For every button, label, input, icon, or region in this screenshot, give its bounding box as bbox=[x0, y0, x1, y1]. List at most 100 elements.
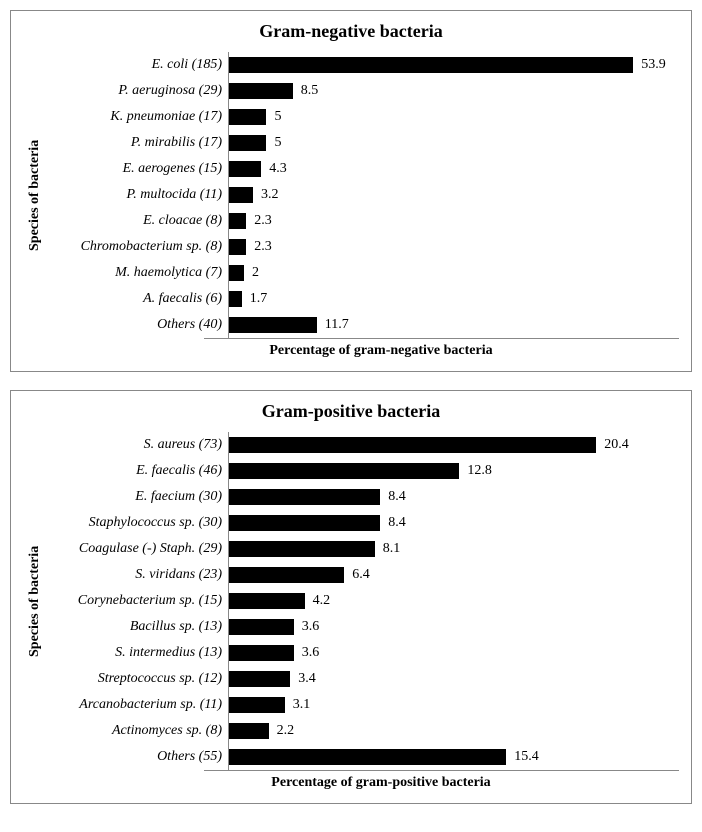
bar-row: Others (55)15.4 bbox=[47, 744, 679, 770]
bar-row: Chromobacterium sp. (8)2.3 bbox=[47, 234, 679, 260]
bar-area: 3.6 bbox=[228, 614, 679, 640]
bar-row: K. pneumoniae (17) 5 bbox=[47, 104, 679, 130]
value-label: 5 bbox=[274, 135, 281, 151]
bar bbox=[229, 291, 242, 307]
category-label: E. coli (185) bbox=[47, 57, 228, 73]
category-label: Corynebacterium sp. (15) bbox=[47, 593, 228, 609]
bar-row: M. haemolytica (7) 2 bbox=[47, 260, 679, 286]
bar bbox=[229, 515, 380, 531]
bar-area: 2.3 bbox=[228, 208, 679, 234]
bar-area: 20.4 bbox=[228, 432, 679, 458]
bar-area: 3.4 bbox=[228, 666, 679, 692]
category-label: E. cloacae (8) bbox=[47, 213, 228, 229]
x-axis-label: Percentage of gram-negative bacteria bbox=[83, 343, 679, 359]
category-label: E. aerogenes (15) bbox=[47, 161, 228, 177]
chart-body: Species of bacteriaS. aureus (73)20.4E. … bbox=[23, 432, 679, 770]
bar bbox=[229, 187, 253, 203]
value-label: 3.6 bbox=[302, 645, 320, 661]
bar-row: E. coli (185)53.9 bbox=[47, 52, 679, 78]
bar-row: S. aureus (73) 20.4 bbox=[47, 432, 679, 458]
category-label: Streptococcus sp. (12) bbox=[47, 671, 228, 687]
bar-row: S. viridans (23)6.4 bbox=[47, 562, 679, 588]
category-label: S. aureus (73) bbox=[47, 437, 228, 453]
category-label: Others (40) bbox=[47, 317, 228, 333]
chart-title: Gram-negative bacteria bbox=[23, 21, 679, 42]
category-label: Arcanobacterium sp. (11) bbox=[47, 697, 228, 713]
bar bbox=[229, 57, 633, 73]
value-label: 8.1 bbox=[383, 541, 401, 557]
bar-area: 1.7 bbox=[228, 286, 679, 312]
value-label: 4.2 bbox=[313, 593, 331, 609]
chart-panel-1: Gram-positive bacteriaSpecies of bacteri… bbox=[10, 390, 692, 804]
bar bbox=[229, 645, 294, 661]
bar-area: 5 bbox=[228, 130, 679, 156]
bar-area: 4.3 bbox=[228, 156, 679, 182]
value-label: 5 bbox=[274, 109, 281, 125]
value-label: 3.2 bbox=[261, 187, 279, 203]
bar bbox=[229, 239, 246, 255]
category-label: S. intermedius (13) bbox=[47, 645, 228, 661]
charts-container: Gram-negative bacteria Species of bacteri… bbox=[10, 10, 692, 804]
bar-row: P. aeruginosa (29)8.5 bbox=[47, 78, 679, 104]
bar bbox=[229, 723, 269, 739]
x-axis-label: Percentage of gram-positive bacteria bbox=[83, 775, 679, 791]
bar bbox=[229, 317, 317, 333]
bar bbox=[229, 265, 244, 281]
value-label: 8.4 bbox=[388, 489, 406, 505]
bar bbox=[229, 161, 261, 177]
chart-body: Species of bacteriaE. coli (185)53.9P. a… bbox=[23, 52, 679, 338]
bar-area: 3.2 bbox=[228, 182, 679, 208]
bar bbox=[229, 593, 305, 609]
category-label: A. faecalis (6) bbox=[47, 291, 228, 307]
bar-row: S. intermedius (13) 3.6 bbox=[47, 640, 679, 666]
bar bbox=[229, 619, 294, 635]
bar-area: 8.4 bbox=[228, 484, 679, 510]
bar-row: Corynebacterium sp. (15) 4.2 bbox=[47, 588, 679, 614]
category-label: P. mirabilis (17) bbox=[47, 135, 228, 151]
bar bbox=[229, 697, 285, 713]
bar-row: Actinomyces sp. (8)2.2 bbox=[47, 718, 679, 744]
chart-rows: E. coli (185)53.9P. aeruginosa (29)8.5K.… bbox=[47, 52, 679, 338]
category-label: Actinomyces sp. (8) bbox=[47, 723, 228, 739]
value-label: 3.4 bbox=[298, 671, 316, 687]
value-label: 2.3 bbox=[254, 239, 272, 255]
category-label: E. faecium (30) bbox=[47, 489, 228, 505]
value-label: 3.6 bbox=[302, 619, 320, 635]
category-label: M. haemolytica (7) bbox=[47, 265, 228, 281]
bar-area: 53.9 bbox=[228, 52, 679, 78]
value-label: 8.4 bbox=[388, 515, 406, 531]
bar-row: E. cloacae (8)2.3 bbox=[47, 208, 679, 234]
bar bbox=[229, 671, 290, 687]
bar bbox=[229, 567, 344, 583]
bar-row: E. faecium (30) 8.4 bbox=[47, 484, 679, 510]
value-label: 3.1 bbox=[293, 697, 311, 713]
bar bbox=[229, 463, 459, 479]
bar-area: 5 bbox=[228, 104, 679, 130]
bar-area: 8.5 bbox=[228, 78, 679, 104]
value-label: 12.8 bbox=[467, 463, 492, 479]
bar-row: P. multocida (11) 3.2 bbox=[47, 182, 679, 208]
bar bbox=[229, 437, 596, 453]
bar-row: A. faecalis (6)1.7 bbox=[47, 286, 679, 312]
y-axis-label: Species of bacteria bbox=[23, 52, 47, 338]
bar-area: 12.8 bbox=[228, 458, 679, 484]
bar bbox=[229, 83, 293, 99]
value-label: 11.7 bbox=[325, 317, 349, 333]
bar-area: 11.7 bbox=[228, 312, 679, 338]
value-label: 8.5 bbox=[301, 83, 319, 99]
category-label: K. pneumoniae (17) bbox=[47, 109, 228, 125]
value-label: 2 bbox=[252, 265, 259, 281]
value-label: 15.4 bbox=[514, 749, 539, 765]
value-label: 4.3 bbox=[269, 161, 287, 177]
bar-row: E. aerogenes (15) 4.3 bbox=[47, 156, 679, 182]
category-label: P. multocida (11) bbox=[47, 187, 228, 203]
bar bbox=[229, 109, 266, 125]
value-label: 20.4 bbox=[604, 437, 629, 453]
bar-row: Coagulase (-) Staph. (29)8.1 bbox=[47, 536, 679, 562]
bar bbox=[229, 489, 380, 505]
bar-area: 8.1 bbox=[228, 536, 679, 562]
bar-row: Arcanobacterium sp. (11) 3.1 bbox=[47, 692, 679, 718]
chart-panel-0: Gram-negative bacteria Species of bacteri… bbox=[10, 10, 692, 372]
chart-rows: S. aureus (73)20.4E. faecalis (46)12.8E.… bbox=[47, 432, 679, 770]
bar-row: Others (40) 11.7 bbox=[47, 312, 679, 338]
